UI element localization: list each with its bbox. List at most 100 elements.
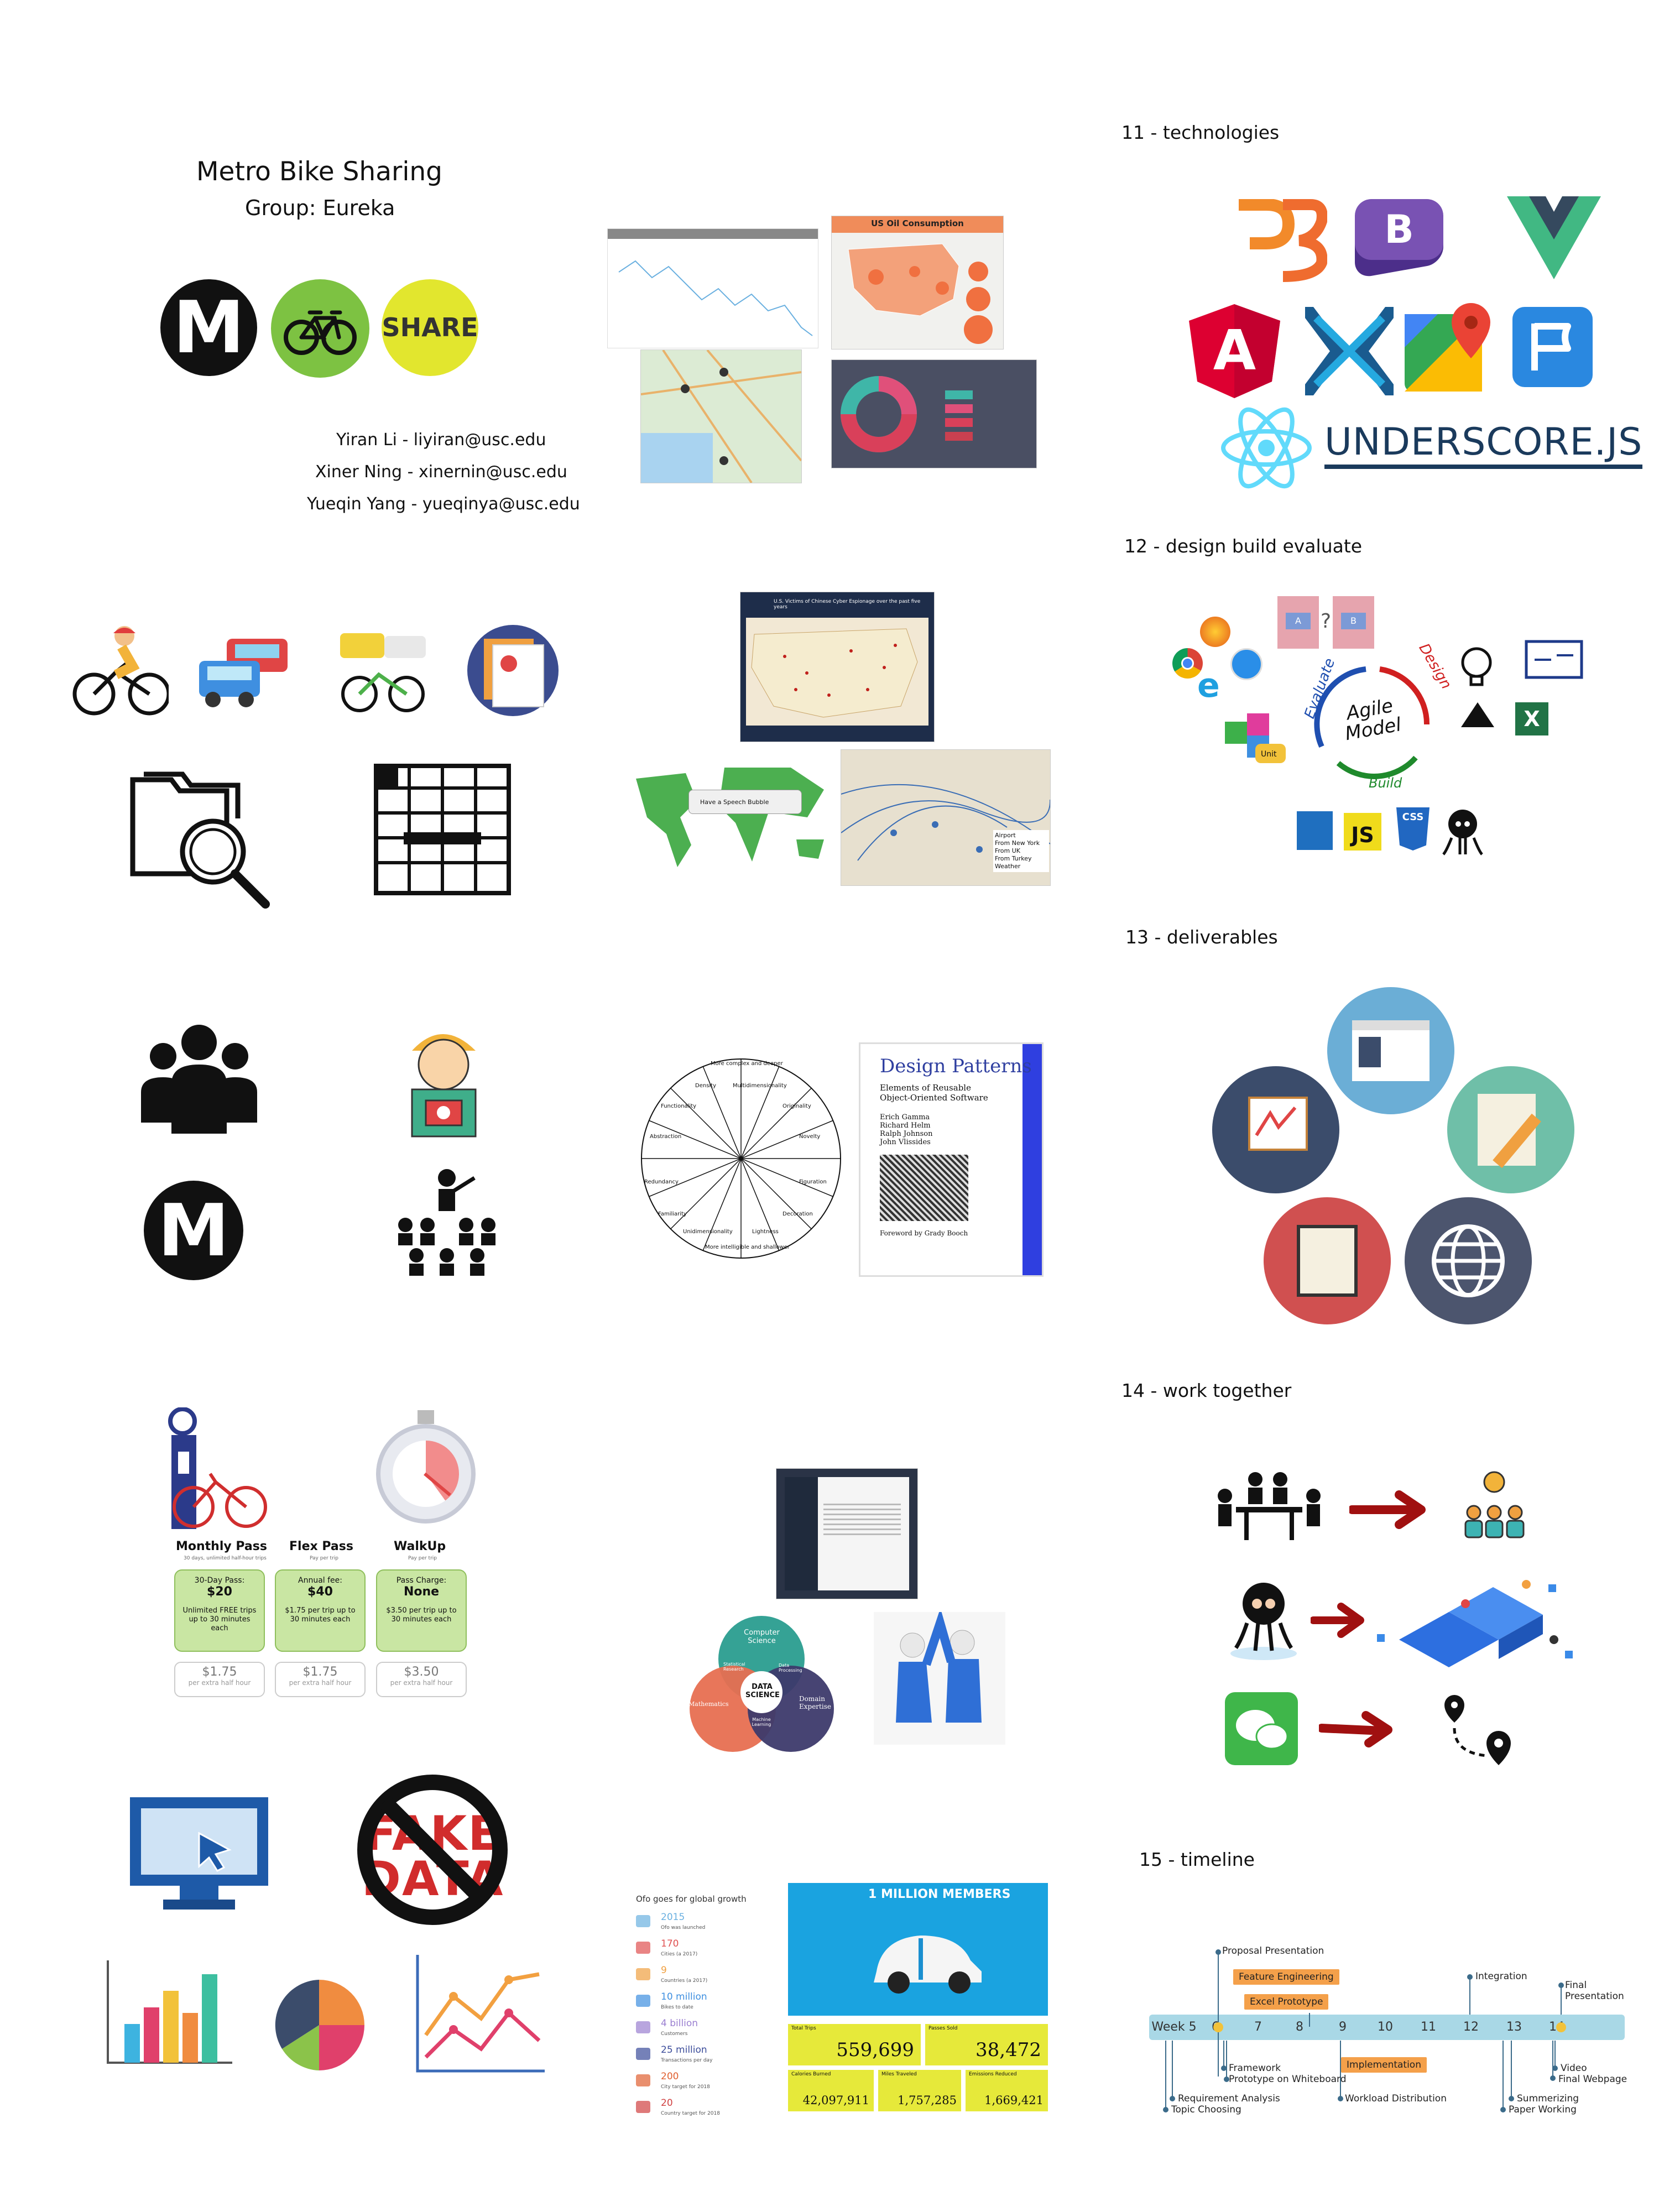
timeline-event: Summerizing	[1517, 2093, 1579, 2104]
group-name: Group: Eureka	[245, 196, 395, 220]
ofo-stat-value: 4 billion	[661, 2018, 698, 2029]
section-deliverables: 13 - deliverables	[1125, 926, 1278, 948]
timeline-event: Paper Working	[1509, 2104, 1577, 2115]
google-maps-icon	[1405, 303, 1490, 392]
plan-card[interactable]: Pass Charge: None $3.50 per trip up to 3…	[376, 1569, 467, 1652]
plan-extra-card[interactable]: $1.75 per extra half hour	[174, 1662, 265, 1697]
ofo-stat-icon	[636, 2101, 650, 2113]
wheel-label: Functionality	[661, 1103, 697, 1109]
wechat-icon	[1225, 1692, 1298, 1765]
plan-name: WalkUp	[394, 1540, 446, 1553]
presenter-audience-icon	[398, 1169, 495, 1276]
stat-card: Emissions Reduced 1,669,421	[966, 2070, 1048, 2111]
timeline-event: Video	[1561, 2063, 1587, 2074]
plan-extra-card[interactable]: $3.50 per extra half hour	[376, 1662, 467, 1697]
ofo-stat-row: 10 million Bikes to date	[636, 1991, 758, 2018]
line-chart-icon	[416, 1955, 545, 2073]
wheel-label: Abstraction	[650, 1134, 682, 1140]
agile-build-label: Build	[1369, 775, 1402, 791]
ofo-stat-value: 170	[661, 1938, 679, 1949]
timeline-milestone: Final Presentation	[1565, 1980, 1624, 2002]
plan-card[interactable]: 30-Day Pass: $20 Unlimited FREE trips up…	[174, 1569, 265, 1652]
d3-logo-icon	[1239, 199, 1327, 282]
lightbulb-idea-icon	[1461, 647, 1492, 686]
no-fake-data-icon: FAKE DATA	[351, 1770, 514, 1930]
wheel-label: Multidimensionality	[733, 1083, 787, 1089]
plan-name: Flex Pass	[289, 1540, 353, 1553]
ofo-stat-icon	[636, 1915, 650, 1927]
venn-label: Statistical Research	[723, 1662, 745, 1672]
plan-extra-card[interactable]: $1.75 per extra half hour	[275, 1662, 366, 1697]
world-map-thumbnail: Have a Speech Bubble	[625, 757, 835, 878]
section-work: 14 - work together	[1121, 1380, 1292, 1401]
agile-model-diagram: Evaluate Agile Model Design Build	[1283, 641, 1454, 796]
plan-card[interactable]: Annual fee: $40 $1.75 per trip up to 30 …	[275, 1569, 366, 1652]
venn-label: Machine Learning	[752, 1717, 771, 1727]
book-subtitle: Elements of Reusable Object-Oriented Sof…	[880, 1083, 988, 1103]
ofo-stat-label: Ofo was launched	[661, 1925, 706, 1931]
ofo-stat-label: Country target for 2018	[661, 2111, 720, 2116]
donut-chart-icon	[841, 376, 973, 452]
wheel-label: Density	[695, 1083, 717, 1089]
timeline-event: Workload Distribution	[1345, 2093, 1447, 2104]
plan-name: Monthly Pass	[176, 1540, 267, 1553]
ofo-stat-row: 170 Cities (a 2017)	[636, 1938, 758, 1965]
timeline-week: 13	[1506, 2020, 1522, 2034]
section-timeline: 15 - timeline	[1139, 1849, 1255, 1870]
agile-cycle-icon	[1314, 666, 1430, 779]
unit-test-puzzle-icon: Unit	[1225, 713, 1286, 763]
timeline-milestone: Integration	[1475, 1971, 1527, 1982]
excel-icon: X	[1515, 702, 1548, 735]
photographer-icon	[411, 1034, 477, 1138]
wheel-label: Originality	[782, 1103, 811, 1109]
ofo-stat-row: 4 billion Customers	[636, 2018, 758, 2044]
flag-app-icon	[1512, 307, 1593, 387]
ofo-stat-icon	[636, 1968, 650, 1980]
timeline-event: Topic Choosing	[1171, 2104, 1241, 2115]
team-figures-icon	[896, 1612, 982, 1723]
ofo-stat-label: Transactions per day	[661, 2058, 713, 2063]
ofo-stat-label: Countries (a 2017)	[661, 1978, 708, 1984]
cyclist-icon	[72, 626, 169, 716]
ofo-stat-row: 9 Countries (a 2017)	[636, 1965, 758, 1991]
book-authors: Erich Gamma Richard Helm Ralph Johnson Joh…	[880, 1113, 933, 1146]
plan-subtitle: Pay per trip	[310, 1556, 338, 1561]
metro-logo: M	[160, 279, 257, 376]
ofo-stat-value: 25 million	[661, 2044, 707, 2056]
members-infographic: 1 MILLION MEMBERS Total Trips 559,699 Pa…	[788, 1883, 1048, 2132]
teamwork-figures-thumbnail	[874, 1612, 1005, 1745]
timeline-event: Prototype on Whiteboard	[1229, 2074, 1347, 2085]
timeline-milestone: Proposal Presentation	[1222, 1945, 1324, 1957]
timeline-week: 12	[1463, 2020, 1479, 2034]
venn-label: Computer Science	[744, 1629, 780, 1645]
member-3: Yueqin Yang - yueqinya@usc.edu	[307, 494, 580, 514]
venn-label: Domain Expertise	[799, 1695, 831, 1710]
timeline-week: 11	[1421, 2020, 1436, 2034]
monitor-click-icon	[130, 1797, 268, 1910]
timeline-bar	[1149, 2015, 1625, 2040]
ofo-stat-icon	[636, 2021, 650, 2033]
ofo-stat-label: Bikes to date	[661, 2005, 693, 2010]
member-2: Xiner Ning - xinernin@usc.edu	[315, 462, 567, 482]
bicycle-icon	[284, 310, 357, 355]
chrome-icon	[1172, 648, 1203, 679]
report-app-icon	[467, 625, 559, 716]
timeline-week: 8	[1296, 2020, 1303, 2034]
document-edit-icon	[1447, 1066, 1574, 1193]
ofo-infographic: Ofo goes for global growth 2015 Ofo was l…	[636, 1894, 758, 2132]
share-logo: SHARE	[382, 279, 478, 376]
smart-car-icon	[874, 1936, 982, 1994]
ofo-stat-label: Cities (a 2017)	[661, 1952, 698, 1957]
group-people-icon	[141, 1025, 257, 1134]
wheel-label: Figuration	[799, 1179, 827, 1185]
stat-card: Total Trips 559,699	[788, 2024, 921, 2065]
team-idea-icon	[1464, 1471, 1525, 1538]
ofo-stat-row: 200 City target for 2018	[636, 2071, 758, 2098]
bar-chart-icon	[107, 1960, 232, 2064]
globe-icon	[1405, 1197, 1532, 1324]
ofo-stat-value: 10 million	[661, 1991, 707, 2002]
map-icon	[641, 350, 801, 483]
github-octocat-icon	[1230, 1583, 1297, 1660]
visualization-wheel: More complex and deeper Density Multidim…	[633, 1051, 849, 1266]
bike-station-icon	[168, 1407, 267, 1529]
